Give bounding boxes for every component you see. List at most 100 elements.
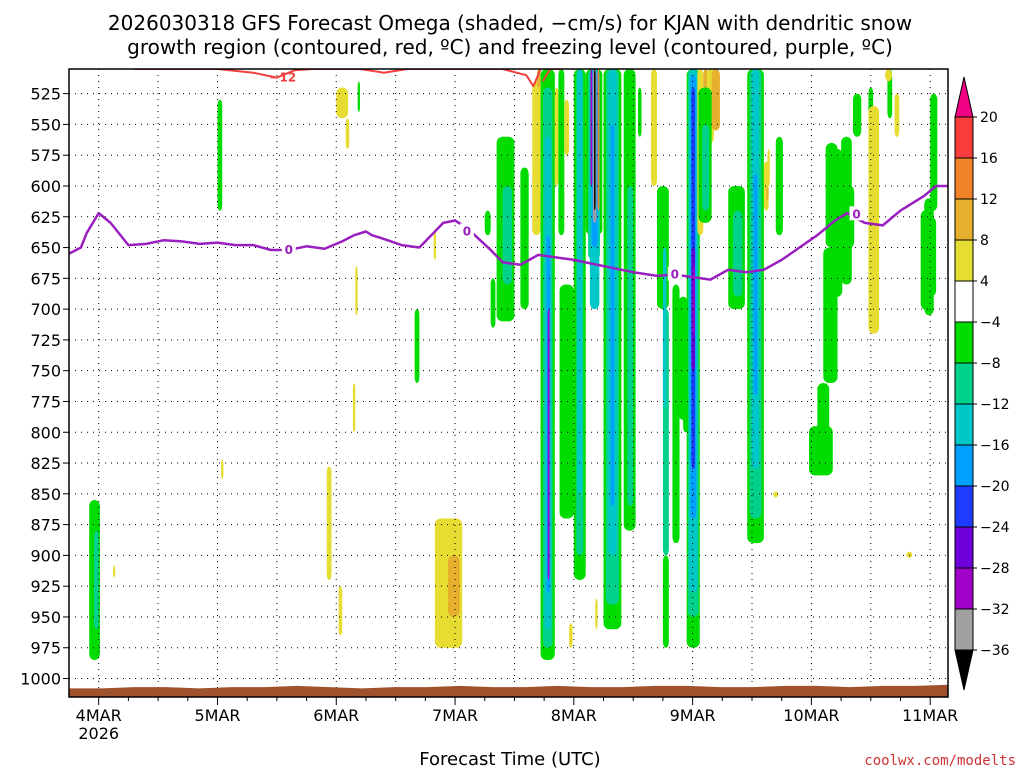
grid-lines	[69, 69, 948, 697]
x-tick-label: 10MAR	[783, 706, 839, 725]
colorbar-segment	[954, 567, 974, 610]
colorbar-segment	[954, 485, 974, 528]
omega-shade-region	[894, 93, 900, 137]
omega-shade-region	[569, 623, 573, 648]
omega-shade-region	[520, 167, 529, 310]
freezing-level-label: 0	[285, 243, 293, 257]
omega-shade-region	[577, 69, 583, 494]
x-tick-label: 7MAR	[432, 706, 478, 725]
omega-shade-region	[753, 173, 758, 396]
omega-shade-region	[414, 309, 420, 383]
x-tick-label: 11MAR	[902, 706, 958, 725]
y-tick-label: 800	[30, 423, 61, 442]
omega-shade-region	[547, 309, 550, 581]
omega-shade-region	[559, 284, 574, 519]
y-tick-label: 875	[30, 516, 61, 535]
omega-shade-region	[597, 69, 600, 211]
dgz-contour-segment	[542, 69, 562, 82]
colorbar-segment	[954, 239, 974, 282]
colorbar-top-arrow	[954, 76, 974, 118]
omega-shade-region	[692, 266, 695, 334]
omega-shade-region	[221, 459, 224, 480]
freezing-level-label: 0	[852, 207, 860, 221]
omega-shade-region	[112, 565, 116, 578]
omega-shade-region	[357, 81, 361, 113]
colorbar-segment	[954, 608, 974, 651]
omega-shade-region	[920, 210, 928, 310]
x-tick-label: 4MAR	[76, 706, 122, 725]
y-tick-label: 750	[30, 362, 61, 381]
colorbar-segment	[954, 362, 974, 405]
omega-shade-region	[809, 426, 833, 476]
omega-shade-region	[355, 266, 358, 316]
omega-shade-region	[558, 69, 565, 236]
omega-shade-region	[906, 551, 913, 558]
y-tick-label: 650	[30, 239, 61, 258]
colorbar-label: 16	[980, 151, 998, 167]
colorbar-label: 20	[980, 110, 998, 126]
contour-layer: 0 0 0 0 −12	[69, 69, 948, 282]
x-year-label: 2026	[78, 724, 119, 743]
omega-shade-region	[885, 69, 893, 82]
omega-shade-region	[594, 69, 596, 211]
omega-shade-region	[326, 466, 332, 581]
omega-shade-region	[662, 555, 669, 648]
omega-shade-region	[915, 63, 923, 65]
colorbar-label: −16	[980, 438, 1010, 454]
omega-shade-region	[868, 105, 880, 334]
omega-shade-region	[775, 136, 783, 236]
omega-shade-region	[773, 491, 779, 498]
freezing-level-label: 0	[671, 268, 679, 282]
y-axis: 525 550 575 600 625 650 675 700 725 750 775 800 825 8…	[20, 85, 69, 689]
x-tick-label: 8MAR	[551, 706, 597, 725]
y-tick-label: 775	[30, 392, 61, 411]
freezing-level-label: 0	[463, 225, 471, 239]
chart-title-line-1: 2026030318 GFS Forecast Omega (shaded, −…	[108, 11, 912, 35]
credit-link[interactable]: coolwx.com/modelts	[864, 753, 1016, 768]
y-tick-label: 725	[30, 331, 61, 350]
dgz-contour-label: −12	[269, 71, 296, 85]
colorbar-label: −32	[980, 602, 1010, 618]
omega-shade-region	[502, 185, 513, 285]
omega-shade-region	[662, 247, 667, 408]
y-tick-label: 950	[30, 608, 61, 627]
x-axis: 4MAR 5MAR 6MAR 7MAR 8MAR 9MAR 10MAR 11MAR 2026	[76, 697, 958, 743]
omega-shade-region	[672, 284, 680, 544]
colorbar-label: −12	[980, 397, 1010, 413]
y-tick-label: 700	[30, 300, 61, 319]
omega-shade-region	[433, 229, 437, 260]
y-tick-label: 525	[30, 85, 61, 104]
omega-shade-region	[490, 278, 496, 328]
plot-frame	[68, 68, 949, 698]
freezing-level-label-bg	[281, 242, 296, 257]
colorbar: 20 16 12 8 4 −4 −8 −12 −16 −20 −24 −28 −32 −36	[954, 76, 1010, 691]
colorbar-label: 8	[980, 233, 989, 249]
colorbar-bottom-arrow	[954, 649, 974, 691]
omega-shade-region	[767, 149, 770, 186]
omega-shade-region	[532, 81, 541, 236]
colorbar-label: 4	[980, 274, 989, 290]
omega-shade-region	[702, 124, 710, 211]
omega-shade-region	[637, 87, 642, 137]
colorbar-segment	[954, 280, 974, 323]
x-tick-label: 6MAR	[313, 706, 359, 725]
x-axis-title: Forecast Time (UTC)	[419, 749, 600, 768]
y-tick-label: 825	[30, 454, 61, 473]
terrain-layer	[69, 684, 948, 697]
x-tick-label: 9MAR	[670, 706, 716, 725]
y-tick-label: 925	[30, 577, 61, 596]
y-tick-label: 550	[30, 115, 61, 134]
freezing-level-label-bg	[459, 223, 474, 238]
colorbar-segment	[954, 321, 974, 364]
omega-shade-region	[595, 598, 598, 630]
omega-shade-region	[345, 118, 350, 150]
colorbar-label: −36	[980, 643, 1010, 659]
colorbar-segment	[954, 157, 974, 200]
omega-shade-region	[93, 530, 99, 630]
colorbar-segment	[954, 116, 974, 159]
omega-shade-region	[832, 149, 843, 297]
colorbar-label: −20	[980, 479, 1010, 495]
omega-shade-region	[627, 185, 634, 507]
omega-shade-region	[336, 87, 349, 119]
